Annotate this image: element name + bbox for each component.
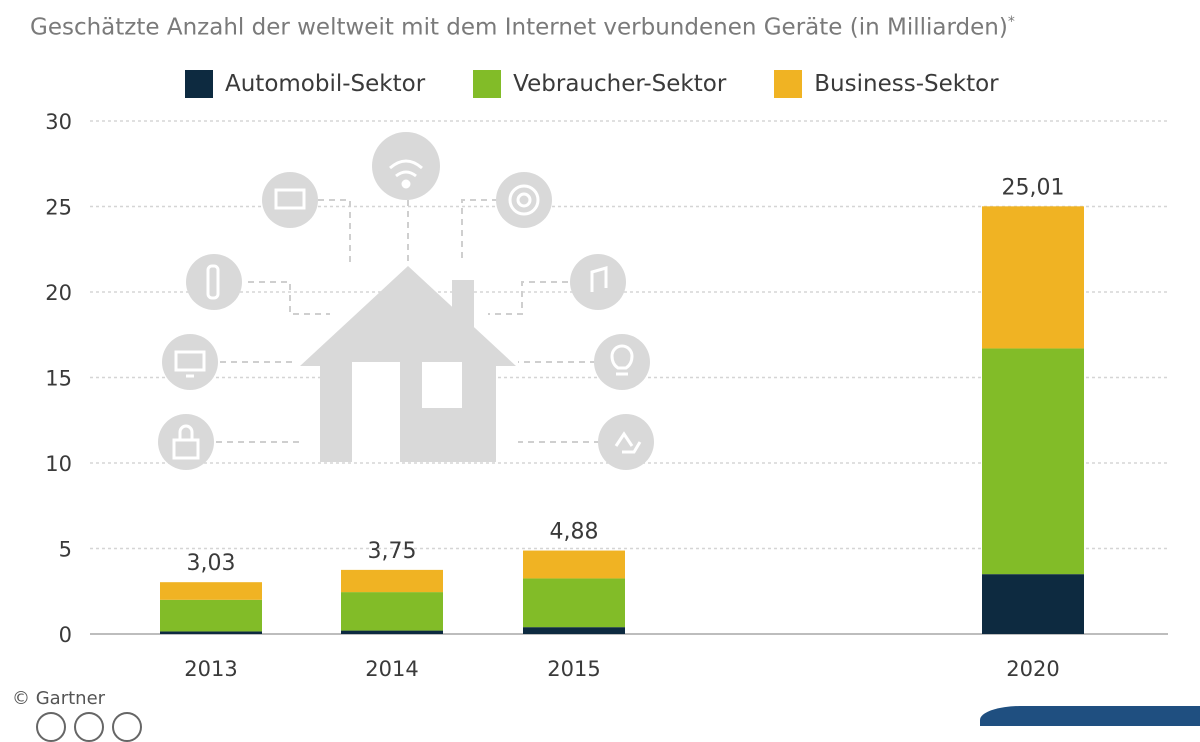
bar-2013-series-0[interactable] xyxy=(160,631,262,634)
bar-total-label-2020: 25,01 xyxy=(1002,175,1065,200)
music-note-icon xyxy=(570,254,626,310)
legend-label-business: Business-Sektor xyxy=(814,71,999,97)
wifi-icon xyxy=(372,132,440,200)
thermometer-icon xyxy=(186,254,242,310)
nd-icon xyxy=(112,712,142,742)
smoke-detector-icon xyxy=(496,172,552,228)
bar-2020-series-1[interactable] xyxy=(982,348,1084,575)
legend-swatch-automobil xyxy=(185,70,213,98)
license-icons xyxy=(36,712,142,742)
chart-grid: 0 5 10 15 20 25 30 xyxy=(45,110,1168,647)
chart-canvas: 0 5 10 15 20 25 30 xyxy=(45,110,1168,681)
smart-home-illustration xyxy=(158,132,654,470)
bar-2014-series-1[interactable] xyxy=(341,592,443,631)
chart-labels: 3,03 2013 3,75 2014 4,88 2015 25,01 2020 xyxy=(184,175,1064,681)
y-tick-label-30: 30 xyxy=(45,110,72,134)
y-tick-label-25: 25 xyxy=(45,196,72,220)
y-tick-label-10: 10 xyxy=(45,452,72,476)
bar-2015-series-1[interactable] xyxy=(523,578,625,628)
y-tick-label-5: 5 xyxy=(59,538,72,562)
lock-icon xyxy=(158,414,214,470)
x-tick-label-2014: 2014 xyxy=(365,657,418,681)
x-tick-label-2020: 2020 xyxy=(1006,657,1059,681)
chart-bars xyxy=(160,206,1084,634)
bar-2015-series-0[interactable] xyxy=(523,627,625,634)
subtitle-footnote-marker: * xyxy=(1007,14,1015,30)
cc-icon xyxy=(36,712,66,742)
bar-2020-series-2[interactable] xyxy=(982,206,1084,349)
legend-item-automobil[interactable]: Automobil-Sektor xyxy=(185,70,425,98)
bar-total-label-2013: 3,03 xyxy=(187,551,236,576)
legend-label-automobil: Automobil-Sektor xyxy=(225,71,426,97)
bar-total-label-2014: 3,75 xyxy=(368,539,417,564)
legend-label-verbraucher: Vebraucher-Sektor xyxy=(513,71,727,97)
legend-item-business[interactable]: Business-Sektor xyxy=(774,70,999,98)
monitor-icon xyxy=(162,334,218,390)
solar-panel-icon xyxy=(262,172,318,228)
source-note: © Gartner xyxy=(12,688,106,709)
legend-item-verbraucher[interactable]: Vebraucher-Sektor xyxy=(473,70,726,98)
y-tick-label-0: 0 xyxy=(59,623,72,647)
chart-subtitle-text: Geschätzte Anzahl der weltweit mit dem I… xyxy=(30,14,1008,41)
bar-2013-series-2[interactable] xyxy=(160,582,262,600)
bar-total-label-2015: 4,88 xyxy=(550,520,599,545)
icon-glyphs xyxy=(172,159,642,460)
bar-2015-series-2[interactable] xyxy=(523,550,625,579)
bar-2014-series-2[interactable] xyxy=(341,569,443,593)
legend-swatch-business xyxy=(774,70,803,98)
house-icon xyxy=(300,266,516,462)
by-icon xyxy=(74,712,104,742)
brand-corner-band xyxy=(980,706,1200,726)
bar-2020-series-0[interactable] xyxy=(982,574,1084,634)
bar-2013-series-1[interactable] xyxy=(160,599,262,632)
chart-subtitle: Geschätzte Anzahl der weltweit mit dem I… xyxy=(30,14,1015,41)
chart-legend: Automobil-Sektor Vebraucher-Sektor Busin… xyxy=(185,70,999,98)
bar-2014-series-0[interactable] xyxy=(341,630,443,634)
connector-lines xyxy=(216,199,600,443)
y-tick-label-20: 20 xyxy=(45,281,72,305)
recycle-icon xyxy=(598,414,654,470)
light-bulb-icon xyxy=(594,334,650,390)
x-tick-label-2015: 2015 xyxy=(547,657,600,681)
legend-swatch-verbraucher xyxy=(473,70,502,98)
x-tick-label-2013: 2013 xyxy=(184,657,237,681)
y-tick-label-15: 15 xyxy=(45,367,72,391)
